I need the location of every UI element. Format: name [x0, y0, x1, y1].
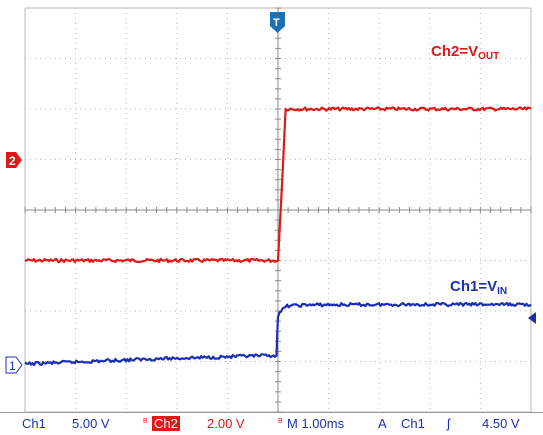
- ch2-label: Ch2=VOUT: [431, 43, 499, 62]
- ch2-ground-marker: 2: [6, 152, 22, 168]
- ch2-name: Ch2: [152, 416, 180, 431]
- ch2-scale: 2.00 V: [207, 416, 245, 431]
- ch1-label-main: Ch1=V: [450, 278, 497, 295]
- time-scale: M 1.00ms: [287, 416, 345, 431]
- graticule: [24, 7, 532, 413]
- acquisition-mode: A: [378, 416, 387, 431]
- ch1-label-sub: IN: [497, 286, 507, 297]
- trigger-level: 4.50 V: [482, 416, 520, 431]
- ch1-label: Ch1=VIN: [450, 278, 507, 297]
- time-bandwidth-flag: B: [278, 418, 283, 425]
- trigger-marker-label: T: [273, 17, 280, 29]
- ch2-label-sub: OUT: [478, 51, 499, 62]
- trigger-slope-icon: ʃ: [447, 416, 450, 431]
- ch1-ground-marker: 1: [5, 356, 23, 374]
- ch2-marker-label: 2: [9, 154, 16, 168]
- ch1-scale: 5.00 V: [72, 416, 110, 431]
- ch2-label-main: Ch2=V: [431, 43, 478, 60]
- status-bar: Ch1 5.00 V B Ch2 2.00 V B M 1.00ms A Ch1…: [0, 412, 543, 435]
- ch1-marker-label: 1: [9, 359, 16, 373]
- traces: [24, 106, 532, 367]
- trigger-level-arrow: [528, 312, 536, 324]
- trigger-source: Ch1: [401, 416, 425, 431]
- ch2-trace: [24, 106, 532, 264]
- ch2-bandwidth-flag: B: [143, 418, 148, 425]
- ch1-trace: [24, 301, 532, 367]
- ch1-name: Ch1: [22, 416, 46, 431]
- trigger-position-marker: T: [270, 12, 285, 33]
